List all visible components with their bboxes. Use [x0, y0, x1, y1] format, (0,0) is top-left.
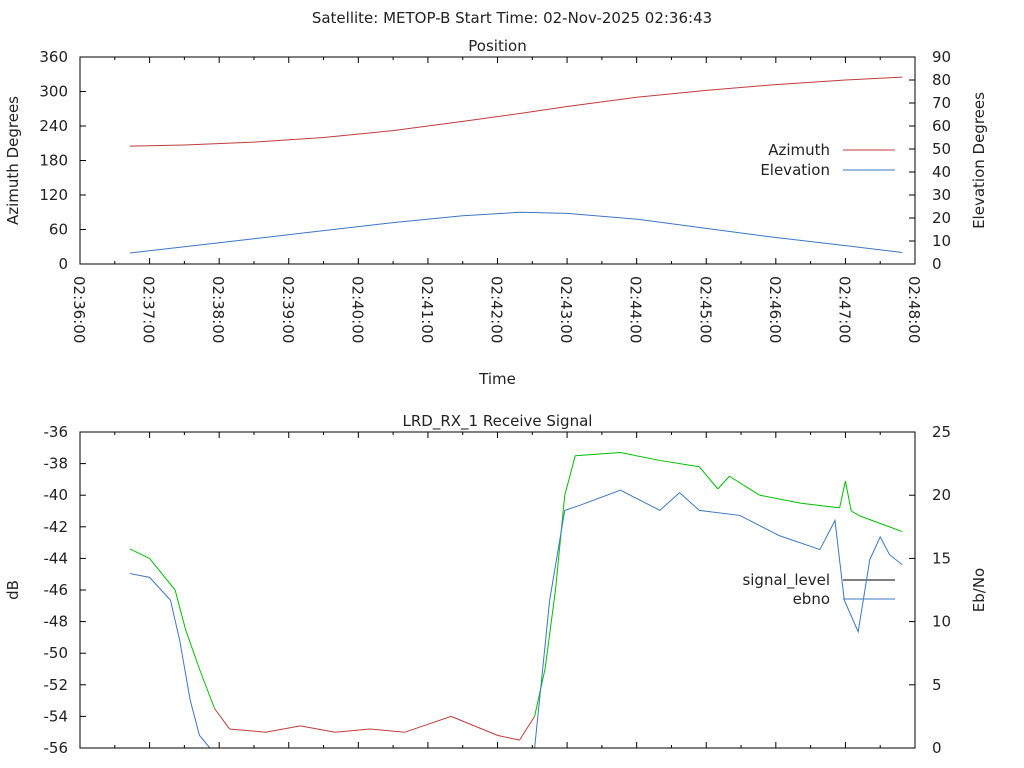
y-tick-label: -48	[44, 613, 69, 631]
signal-level-segment	[698, 466, 719, 490]
position-plot: Position Azimuth Degrees Elevation Degrees…	[4, 37, 988, 388]
series-line-elevation	[129, 211, 903, 254]
y-tick-label: -52	[44, 676, 69, 694]
y2-tick-label: 80	[932, 71, 951, 89]
y-tick-label: 360	[39, 48, 68, 66]
y2-tick-label: 0	[932, 739, 942, 757]
y2-axis-label: Eb/No	[970, 568, 988, 612]
x-tick-label: 02:42:00	[488, 276, 506, 343]
y-axis-label: dB	[4, 580, 22, 600]
signal-level-segment	[759, 494, 801, 504]
y-tick-label: 300	[39, 83, 68, 101]
signal-level-segment	[474, 725, 498, 736]
x-tick-label: 02:39:00	[279, 276, 297, 343]
y2-tick-label: 20	[932, 209, 951, 227]
signal-level-segment	[335, 728, 370, 733]
plot-title: Position	[468, 37, 526, 55]
y-tick-label: 180	[39, 152, 68, 170]
y-tick-label: -36	[44, 423, 69, 441]
y2-tick-label: 20	[932, 486, 951, 504]
signal-level-segment	[427, 715, 452, 725]
signal-level-segment	[564, 455, 576, 496]
signal-level-segment	[404, 723, 429, 733]
signal-level-segment	[729, 475, 760, 496]
x-tick-label: 02:43:00	[557, 276, 575, 343]
y2-tick-label: 90	[932, 48, 951, 66]
signal-level-segment	[844, 480, 852, 512]
x-tick-label: 02:44:00	[627, 276, 645, 343]
signal-level-segment	[497, 734, 520, 741]
y-tick-label: -40	[44, 486, 69, 504]
y-tick-label: -56	[44, 739, 69, 757]
signal-level-segment	[369, 728, 405, 733]
series-line-ebno	[129, 489, 903, 749]
x-axis-label: Time	[478, 370, 516, 388]
main-title: Satellite: METOP-B Start Time: 02-Nov-20…	[312, 9, 712, 27]
y2-tick-label: 30	[932, 186, 951, 204]
x-tick-label: 02:40:00	[348, 276, 366, 343]
signal-level-segment	[717, 475, 730, 490]
signal-level-segment	[300, 725, 336, 733]
x-tick-label: 02:38:00	[209, 276, 227, 343]
signal-level-segment	[229, 728, 266, 733]
y-axis-label: Azimuth Degrees	[4, 96, 22, 225]
y2-tick-label: 70	[932, 94, 951, 112]
signal-level-segment	[575, 452, 621, 457]
legend-label: signal_level	[742, 571, 830, 590]
y2-tick-label: 0	[932, 255, 942, 273]
x-tick-label: 02:46:00	[766, 276, 784, 343]
signal-level-segment	[198, 668, 215, 709]
y-tick-label: -42	[44, 518, 69, 536]
legend-label: Elevation	[760, 161, 830, 179]
x-tick-label: 02:48:00	[905, 276, 923, 343]
y-tick-label: -38	[44, 455, 69, 473]
plot-frame	[79, 431, 916, 749]
signal-level-segment	[129, 548, 150, 559]
y2-tick-label: 50	[932, 140, 951, 158]
x-tick-label: 02:36:00	[70, 276, 88, 343]
signal-level-segment	[174, 589, 187, 630]
y2-tick-label: 5	[932, 676, 942, 694]
x-tick-label: 02:45:00	[696, 276, 714, 343]
receive-signal-plot: LRD_RX_1 Receive Signal dB Eb/No -56 -54 -52 -…	[4, 412, 988, 757]
plot-frame	[79, 56, 916, 265]
signal-level-segment	[800, 502, 840, 509]
signal-level-segment	[185, 629, 200, 670]
y2-tick-label: 25	[932, 423, 951, 441]
x-tick-label: 02:37:00	[140, 276, 158, 343]
y-tick-label: -50	[44, 644, 69, 662]
y-tick-label: 0	[58, 255, 68, 273]
y-tick-label: -44	[44, 549, 69, 567]
x-tick-label: 02:41:00	[418, 276, 436, 343]
y-tick-label: -46	[44, 581, 69, 599]
signal-level-segment	[659, 459, 700, 468]
y2-tick-label: 60	[932, 117, 951, 135]
signal-level-segment	[450, 715, 475, 727]
y2-axis-label: Elevation Degrees	[970, 92, 988, 229]
signal-level-segment	[519, 716, 536, 741]
series-line-azimuth	[129, 76, 903, 147]
signal-level-segment	[839, 480, 846, 508]
y-tick-label: -54	[44, 707, 69, 725]
y2-tick-label: 10	[932, 613, 951, 631]
signal-level-segment	[214, 708, 231, 730]
y2-tick-label: 15	[932, 549, 951, 567]
signal-level-segment	[265, 725, 301, 733]
x-tick-label: 02:47:00	[835, 276, 853, 343]
plot-title: LRD_RX_1 Receive Signal	[403, 412, 593, 431]
y-tick-label: 120	[39, 186, 68, 204]
y-tick-label: 60	[49, 221, 68, 239]
signal-level-segment	[850, 510, 860, 517]
signal-level-segment	[149, 558, 176, 591]
legend-label: Azimuth	[768, 141, 830, 159]
legend-label: ebno	[793, 590, 830, 608]
signal-level-segment	[554, 495, 566, 591]
y2-tick-label: 40	[932, 163, 951, 181]
y2-tick-label: 10	[932, 232, 951, 250]
signal-level-segment	[544, 589, 556, 670]
y-tick-label: 240	[39, 117, 68, 135]
signal-level-segment	[859, 515, 903, 533]
signal-level-segment	[620, 452, 660, 461]
